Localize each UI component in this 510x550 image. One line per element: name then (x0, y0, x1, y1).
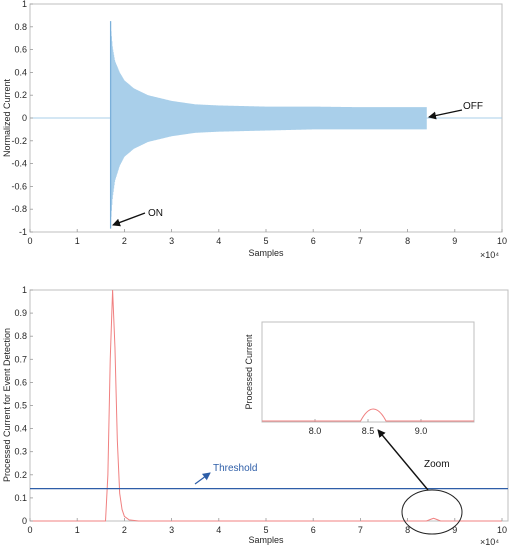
top-xtick-label: 10 (497, 236, 507, 246)
bottom-ytick-label: 0.5 (14, 401, 27, 411)
inset-chart: Processed Current 8.0 8.5 9.0 (244, 321, 475, 436)
processed-current-line (30, 289, 502, 522)
inset-plot-area (261, 321, 475, 423)
on-label: ON (148, 208, 163, 219)
bottom-xtick-label: 0 (27, 525, 32, 535)
bottom-xtick-label: 5 (263, 525, 268, 535)
top-ytick-label: -1 (19, 227, 27, 237)
bottom-xtick-label: 1 (75, 525, 80, 535)
top-xtick-label: 5 (263, 236, 268, 246)
threshold-label: Threshold (213, 463, 257, 474)
bottom-xtick-label: 7 (358, 525, 363, 535)
bottom-xtick-label: 6 (311, 525, 316, 535)
inset-xtick-label: 9.0 (415, 426, 428, 436)
top-xtick-label: 3 (169, 236, 174, 246)
bottom-ytick-label: 0.3 (14, 447, 27, 457)
off-label: OFF (463, 101, 483, 112)
bottom-ytick-label: 0.4 (14, 424, 27, 434)
bottom-xtick-label: 4 (216, 525, 221, 535)
top-x-exponent: ×10⁴ (480, 250, 499, 260)
bottom-xlabel: Samples (248, 535, 284, 545)
top-ytick-label: 1 (22, 0, 27, 9)
top-ytick-label: 0.8 (14, 22, 27, 32)
top-xtick-label: 4 (216, 236, 221, 246)
bottom-x-exponent: ×10⁴ (480, 537, 499, 547)
bottom-ytick-label: 0.6 (14, 377, 27, 387)
bottom-ytick-label: 0.8 (14, 331, 27, 341)
bottom-xtick-label: 9 (452, 525, 457, 535)
inset-xtick-label: 8.0 (309, 426, 322, 436)
bottom-ytick-label: 1 (22, 285, 27, 295)
inset-xtick-label: 8.5 (362, 426, 375, 436)
bottom-ytick-label: 0.1 (14, 493, 27, 503)
top-xtick-label: 2 (122, 236, 127, 246)
top-xtick-label: 1 (75, 236, 80, 246)
bottom-xtick-label: 8 (405, 525, 410, 535)
bottom-ytick-label: 0.7 (14, 354, 27, 364)
top-ytick-label: -0.6 (11, 181, 27, 191)
top-xtick-label: 9 (452, 236, 457, 246)
top-ytick-label: -0.8 (11, 204, 27, 214)
top-ytick-label: 0 (22, 113, 27, 123)
bottom-ytick-label: 0 (22, 516, 27, 526)
top-ytick-label: 0.2 (14, 90, 27, 100)
bottom-ylabel: Processed Current for Event Detection (2, 328, 12, 482)
inset-ylabel: Processed Current (244, 334, 254, 410)
top-xtick-label: 7 (358, 236, 363, 246)
bottom-chart: 0 1 2 3 4 5 6 7 8 9 10 0 0.1 0.2 0.3 0.4 0.5 0.6 0.7 0.8 0.… (2, 285, 509, 547)
bottom-xtick-label: 2 (122, 525, 127, 535)
top-xtick-label: 0 (27, 236, 32, 246)
inset-bump-line (262, 408, 474, 422)
zoom-arrow (377, 429, 429, 491)
top-ylabel: Normalized Current (2, 78, 12, 157)
top-xtick-label: 6 (311, 236, 316, 246)
zoom-label: Zoom (424, 459, 450, 470)
top-xlabel: Samples (248, 248, 284, 258)
top-ytick-label: 0.6 (14, 45, 27, 55)
top-ytick-label: -0.4 (11, 159, 27, 169)
bottom-ytick-label: 0.2 (14, 470, 27, 480)
top-chart: 0 1 2 3 4 5 6 7 8 9 10 -1 -0.8 -0.6 -0.4 -0.2 0 0.2 0.4 0.… (2, 0, 507, 260)
bottom-ytick-label: 0.9 (14, 308, 27, 318)
bottom-xtick-label: 3 (169, 525, 174, 535)
top-xtick-label: 8 (405, 236, 410, 246)
bottom-xtick-label: 10 (497, 525, 507, 535)
threshold-arrow (194, 472, 211, 485)
off-arrow (428, 109, 463, 120)
zoom-circle (401, 489, 463, 535)
top-ytick-label: 0.4 (14, 67, 27, 77)
on-arrow (112, 212, 146, 227)
top-ytick-label: -0.2 (11, 136, 27, 146)
